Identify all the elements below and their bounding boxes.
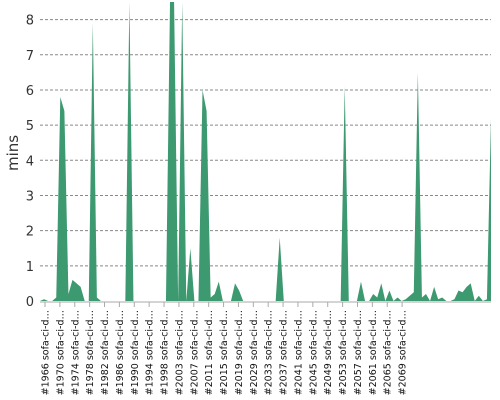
x-tick-label: #2045 sofa-ci-d… [308, 310, 319, 395]
y-tick-label: 2 [26, 225, 34, 240]
x-tick-label: #1970 sofa-ci-d… [55, 310, 66, 395]
x-tick-label: #2057 sofa-ci-d… [353, 310, 364, 395]
y-tick-labels: 0 1 2 3 4 5 6 7 8 [26, 14, 34, 310]
x-tick-label: #1986 sofa-ci-d… [115, 310, 126, 395]
area-series-fill [40, 2, 491, 301]
x-tick-label: #2037 sofa-ci-d… [279, 310, 290, 395]
x-tick-label: #1978 sofa-ci-d… [85, 310, 96, 395]
x-tick-label: #1994 sofa-ci-d… [145, 310, 156, 395]
x-tick-label: #2019 sofa-ci-d… [234, 310, 245, 395]
grid-lines [40, 19, 491, 267]
area-series [40, 2, 491, 301]
x-tick-labels: #1966 sofa-ci-d… #1970 sofa-ci-d… #1974 so… [41, 302, 409, 395]
x-tick-label: #2003 sofa-ci-d… [174, 310, 185, 395]
x-tick-label: #2041 sofa-ci-d… [293, 310, 304, 395]
x-tick-label: #1974 sofa-ci-d… [70, 310, 81, 395]
x-tick-label: #2011 sofa-ci-d… [204, 310, 215, 395]
x-tick-label: #2061 sofa-ci-d… [368, 310, 379, 395]
x-tick-label: #1998 sofa-ci-d… [160, 310, 171, 395]
x-tick-label: #2065 sofa-ci-d… [383, 310, 394, 395]
x-tick-label: #1990 sofa-ci-d… [130, 310, 141, 395]
x-tick-label: #2049 sofa-ci-d… [323, 310, 334, 395]
y-tick-label: 3 [26, 189, 34, 204]
y-tick-label: 5 [26, 119, 34, 134]
y-tick-label: 6 [26, 84, 34, 99]
y-axis-title: mins [4, 135, 22, 171]
y-tick-label: 4 [26, 154, 34, 169]
x-tick-label: #2007 sofa-ci-d… [189, 310, 200, 395]
y-tick-label: 7 [26, 49, 34, 64]
x-tick-label: #2069 sofa-ci-d… [398, 310, 409, 395]
y-tick-label: 0 [26, 295, 34, 310]
x-tick-label: #2029 sofa-ci-d… [249, 310, 260, 395]
x-tick-label: #2015 sofa-ci-d… [219, 310, 230, 395]
y-tick-label: 8 [26, 14, 34, 29]
x-tick-label: #1966 sofa-ci-d… [41, 310, 52, 395]
x-tick-label: #2053 sofa-ci-d… [338, 310, 349, 395]
x-tick-label: #2033 sofa-ci-d… [264, 310, 275, 395]
x-tick-label: #1982 sofa-ci-d… [100, 310, 111, 395]
y-tick-label: 1 [26, 260, 34, 275]
